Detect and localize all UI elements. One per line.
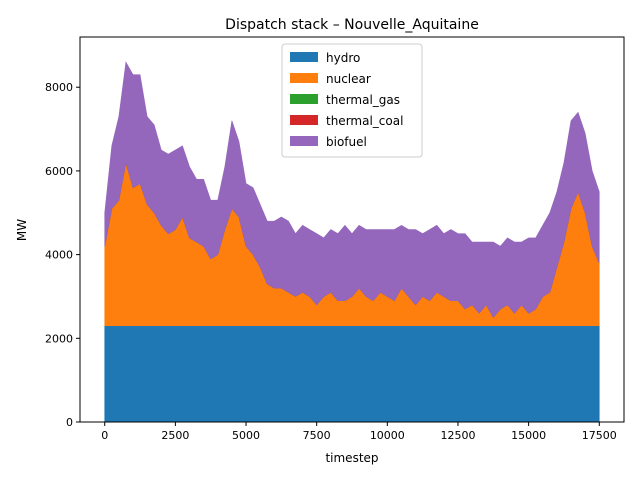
y-tick-label: 2000 xyxy=(45,332,73,345)
y-tick-label: 6000 xyxy=(45,165,73,178)
area-hydro xyxy=(104,325,600,423)
legend-swatch-biofuel xyxy=(290,136,318,146)
x-tick-label: 0 xyxy=(101,429,108,442)
legend-label-biofuel: biofuel xyxy=(326,135,367,149)
x-tick-label: 17500 xyxy=(582,429,617,442)
legend-swatch-hydro xyxy=(290,52,318,62)
x-tick-label: 15000 xyxy=(511,429,546,442)
axes: 0 2500 5000 7500 10000 12500 15000 17500 0 2000 40… xyxy=(45,36,625,442)
plot-frame xyxy=(79,36,625,423)
legend: hydro nuclear thermal_gas thermal_coalbiofu… xyxy=(281,43,423,158)
legend-swatch-thermal-coal xyxy=(290,115,318,125)
x-tick-label: 5000 xyxy=(232,429,260,442)
y-axis-label: MW xyxy=(15,219,29,241)
y-tick-label: 0 xyxy=(66,416,73,429)
legend-label-nuclear: nuclear xyxy=(326,72,371,86)
legend-label-hydro: hydro xyxy=(326,51,360,65)
x-tick-label: 7500 xyxy=(303,429,331,442)
x-axis-label: timestep xyxy=(325,451,378,465)
legend-label-thermal-gas: thermal_gas xyxy=(326,93,400,107)
area-biofuel xyxy=(104,61,600,318)
y-tick-label: 4000 xyxy=(45,249,73,262)
x-tick-label: 2500 xyxy=(161,429,189,442)
legend-swatch-thermal-gas xyxy=(290,94,318,104)
legend-swatch-nuclear xyxy=(290,73,318,83)
y-tick-label: 8000 xyxy=(45,81,73,94)
legend-label-thermal-coal: thermal_coal xyxy=(326,114,403,128)
chart-title: Dispatch stack – Nouvelle_Aquitaine xyxy=(225,17,479,33)
legend-box xyxy=(281,43,423,158)
x-tick-label: 12500 xyxy=(440,429,475,442)
x-tick-label: 10000 xyxy=(370,429,405,442)
